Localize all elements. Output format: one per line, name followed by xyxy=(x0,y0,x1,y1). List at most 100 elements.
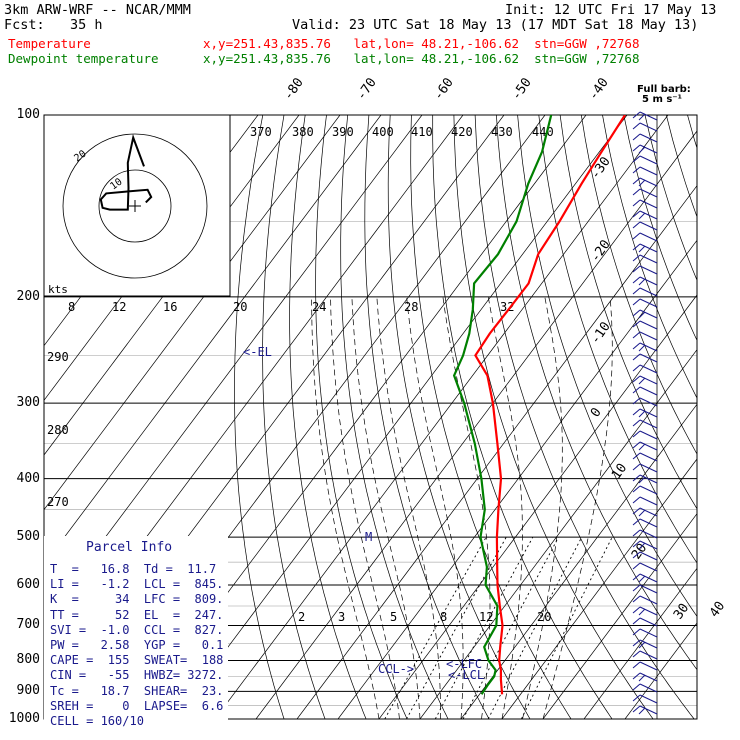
wind-barb xyxy=(632,639,658,649)
isotherm xyxy=(337,239,697,719)
wind-barb xyxy=(632,364,658,374)
dry-adiabat xyxy=(453,115,654,719)
wind-barb xyxy=(632,617,658,627)
wind-barb xyxy=(632,331,658,341)
dry-adiabat xyxy=(517,115,697,617)
isotherm xyxy=(378,294,697,719)
wind-barb xyxy=(632,474,658,484)
parcel-info-row: PW = 2.58 YGP = 0.1 xyxy=(50,638,224,652)
wind-barb xyxy=(632,122,658,132)
wind-barb xyxy=(632,606,658,616)
mixing-ratio-label: 3 xyxy=(338,610,345,624)
wind-barb xyxy=(632,485,658,495)
dry-adiabat-label: 420 xyxy=(451,125,473,139)
wind-barb xyxy=(632,650,658,660)
parcel-info-panel: Parcel Info T = 16.8 Td = 11.7 LI = -1.2 … xyxy=(44,536,228,736)
isotherm xyxy=(542,513,697,719)
pressure-label: 1000 xyxy=(8,711,40,726)
dry-adiabat xyxy=(364,115,490,719)
mixing-ratio-line xyxy=(406,536,507,719)
wind-barb xyxy=(632,551,658,561)
moist-adiabat xyxy=(442,296,491,719)
wind-barb xyxy=(632,353,658,363)
wind-barb xyxy=(632,243,658,253)
moist-adiabat xyxy=(487,296,523,719)
wind-barb xyxy=(632,397,658,407)
mixing-ratio-line xyxy=(487,536,583,719)
moist-adiabat xyxy=(330,296,400,719)
isotherm xyxy=(501,458,697,719)
moist-adiabat xyxy=(311,296,380,719)
moist-adiabat xyxy=(406,296,464,719)
hodograph-trace xyxy=(99,134,153,211)
dry-adiabat xyxy=(496,115,697,671)
mixing-ratio-label: 2 xyxy=(298,610,305,624)
moist-adiabat xyxy=(522,296,563,719)
wind-barb xyxy=(632,265,658,275)
ccl-marker: CCL-> xyxy=(378,662,415,676)
dry-adiabat-label: 370 xyxy=(250,125,272,139)
wind-barb xyxy=(632,342,658,352)
lfc-marker: <-LFC xyxy=(446,657,483,671)
parcel-info-row: T = 16.8 Td = 11.7 xyxy=(50,562,217,576)
dry-adiabat-label: 380 xyxy=(292,125,314,139)
wind-barb xyxy=(632,584,658,594)
wind-barbs xyxy=(632,111,658,719)
mixing-ratio-line xyxy=(520,536,613,719)
parcel-info-row: Tc = 18.7 SHEAR= 23. xyxy=(50,683,224,698)
wind-barb xyxy=(632,254,658,264)
isotherm xyxy=(624,622,697,719)
wind-barb xyxy=(632,188,658,198)
wind-barb xyxy=(632,463,658,473)
wind-barb xyxy=(632,419,658,429)
pressure-label: 100 xyxy=(16,107,40,122)
pressure-label: 900 xyxy=(16,683,40,699)
isotherm-label: -70 xyxy=(354,75,380,103)
wind-barb xyxy=(632,166,658,176)
isotherm-label: -80 xyxy=(281,75,307,103)
el-marker: <-EL xyxy=(243,345,272,359)
dry-adiabat xyxy=(340,115,449,719)
pressure-label: 400 xyxy=(16,470,40,486)
dry-adiabat xyxy=(709,115,740,719)
hodograph-speed-label: 20 xyxy=(233,300,247,314)
dry-adiabat xyxy=(687,115,697,150)
dry-adiabat xyxy=(432,115,613,719)
wind-barb xyxy=(632,177,658,187)
model-title: 3km ARW-WRF -- NCAR/MMM xyxy=(4,2,191,18)
plot-frame xyxy=(43,114,698,720)
dry-adiabat xyxy=(644,115,697,282)
dry-adiabat-label: 280 xyxy=(47,423,69,437)
dry-adiabat xyxy=(410,115,572,719)
wind-barb xyxy=(632,232,658,242)
fcst-value: 35 h xyxy=(70,17,103,33)
moist-adiabat xyxy=(542,296,613,719)
parcel-info-row: SREH = 0 LAPSE= 6.6 xyxy=(50,698,224,713)
fcst-label: Fcst: xyxy=(4,17,45,33)
wind-barb xyxy=(632,210,658,220)
isotherm xyxy=(460,403,697,719)
wind-barb xyxy=(632,221,658,231)
dry-adiabat-label: 390 xyxy=(332,125,354,139)
wind-barb xyxy=(632,287,658,297)
wind-barb xyxy=(632,430,658,440)
temperature-location: x,y=251.43,835.76 lat,lon= 48.21,-106.62… xyxy=(203,36,640,51)
dry-adiabat xyxy=(387,115,531,719)
parcel-info-row: TT = 52 EL = 247. xyxy=(50,607,224,622)
barb-legend-line1: Full barb: xyxy=(637,84,691,95)
isotherm-label: 40 xyxy=(707,599,728,620)
mixing-ratio-label: 20 xyxy=(537,610,551,624)
isotherm xyxy=(44,115,341,511)
mixing-ratio-line xyxy=(384,536,487,719)
isotherm-label: -20 xyxy=(588,237,614,265)
parcel-info-title: Parcel Info xyxy=(86,540,173,555)
wind-barb xyxy=(632,452,658,462)
dry-adiabat xyxy=(289,115,367,719)
hodograph-speed-label: 12 xyxy=(112,300,126,314)
temperature-trace xyxy=(474,115,626,695)
init-time: Init: 12 UTC Fri 17 May 13 xyxy=(505,2,717,18)
dry-adiabat-label: 270 xyxy=(47,495,69,509)
moist-adiabat xyxy=(376,296,441,719)
dry-adiabat xyxy=(315,115,408,719)
hodograph-ring xyxy=(98,169,172,243)
